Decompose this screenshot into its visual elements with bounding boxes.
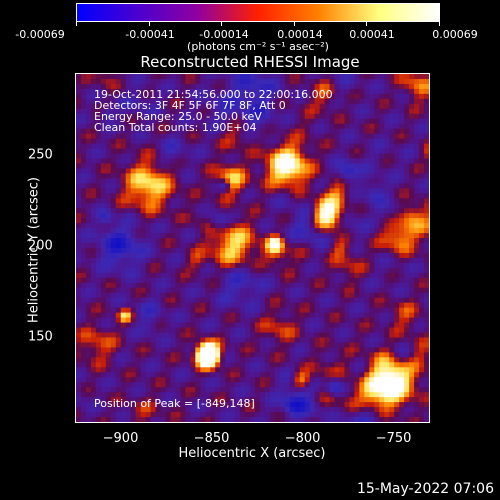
x-tick-label: −900	[102, 431, 139, 446]
annotation-clean: Clean Total counts: 1.90E+04	[94, 121, 257, 134]
colorbar-tick	[221, 21, 223, 26]
x-tick-label: −750	[375, 431, 412, 446]
annotation-time: 19-Oct-2011 21:54:56.000 to 22:00:16.000	[94, 88, 333, 101]
colorbar-tick-label: -0.00041	[125, 28, 175, 41]
y-axis-label: Heliocentric Y (arcsec)	[26, 177, 42, 323]
chart-title: Reconstructed RHESSI Image	[140, 53, 360, 71]
colorbar-tick-label: 0.00069	[432, 28, 478, 41]
colorbar-tick	[76, 21, 77, 26]
x-tick-label: −850	[193, 431, 230, 446]
annotation-energy: Energy Range: 25.0 - 50.0 keV	[94, 110, 262, 123]
colorbar-tick	[293, 21, 295, 26]
colorbar	[76, 3, 440, 22]
colorbar-tick	[366, 21, 368, 26]
footer-date: 15-May-2022 07:06	[356, 481, 494, 497]
heatmap-image	[76, 74, 429, 422]
x-tick-label: −800	[284, 431, 321, 446]
y-tick-label: 250	[28, 147, 53, 163]
colorbar-tick	[148, 21, 150, 26]
colorbar-tick-label: -0.00014	[199, 28, 249, 41]
annotation-detectors: Detectors: 3F 4F 5F 6F 7F 8F, Att 0	[94, 99, 286, 112]
colorbar-units: (photons cm⁻² s⁻¹ asec⁻²)	[187, 40, 329, 53]
colorbar-tick-label: -0.00069	[15, 28, 65, 41]
colorbar-tick-label: 0.00041	[349, 28, 395, 41]
annotation-peak: Position of Peak = [-849,148]	[94, 397, 255, 410]
x-axis-label: Heliocentric X (arcsec)	[178, 446, 326, 461]
image-plot-area	[75, 73, 430, 423]
y-tick-label: 200	[28, 238, 53, 254]
colorbar-tick	[439, 21, 440, 26]
y-tick-label: 150	[28, 329, 53, 345]
colorbar-tick-label: 0.00014	[277, 28, 323, 41]
